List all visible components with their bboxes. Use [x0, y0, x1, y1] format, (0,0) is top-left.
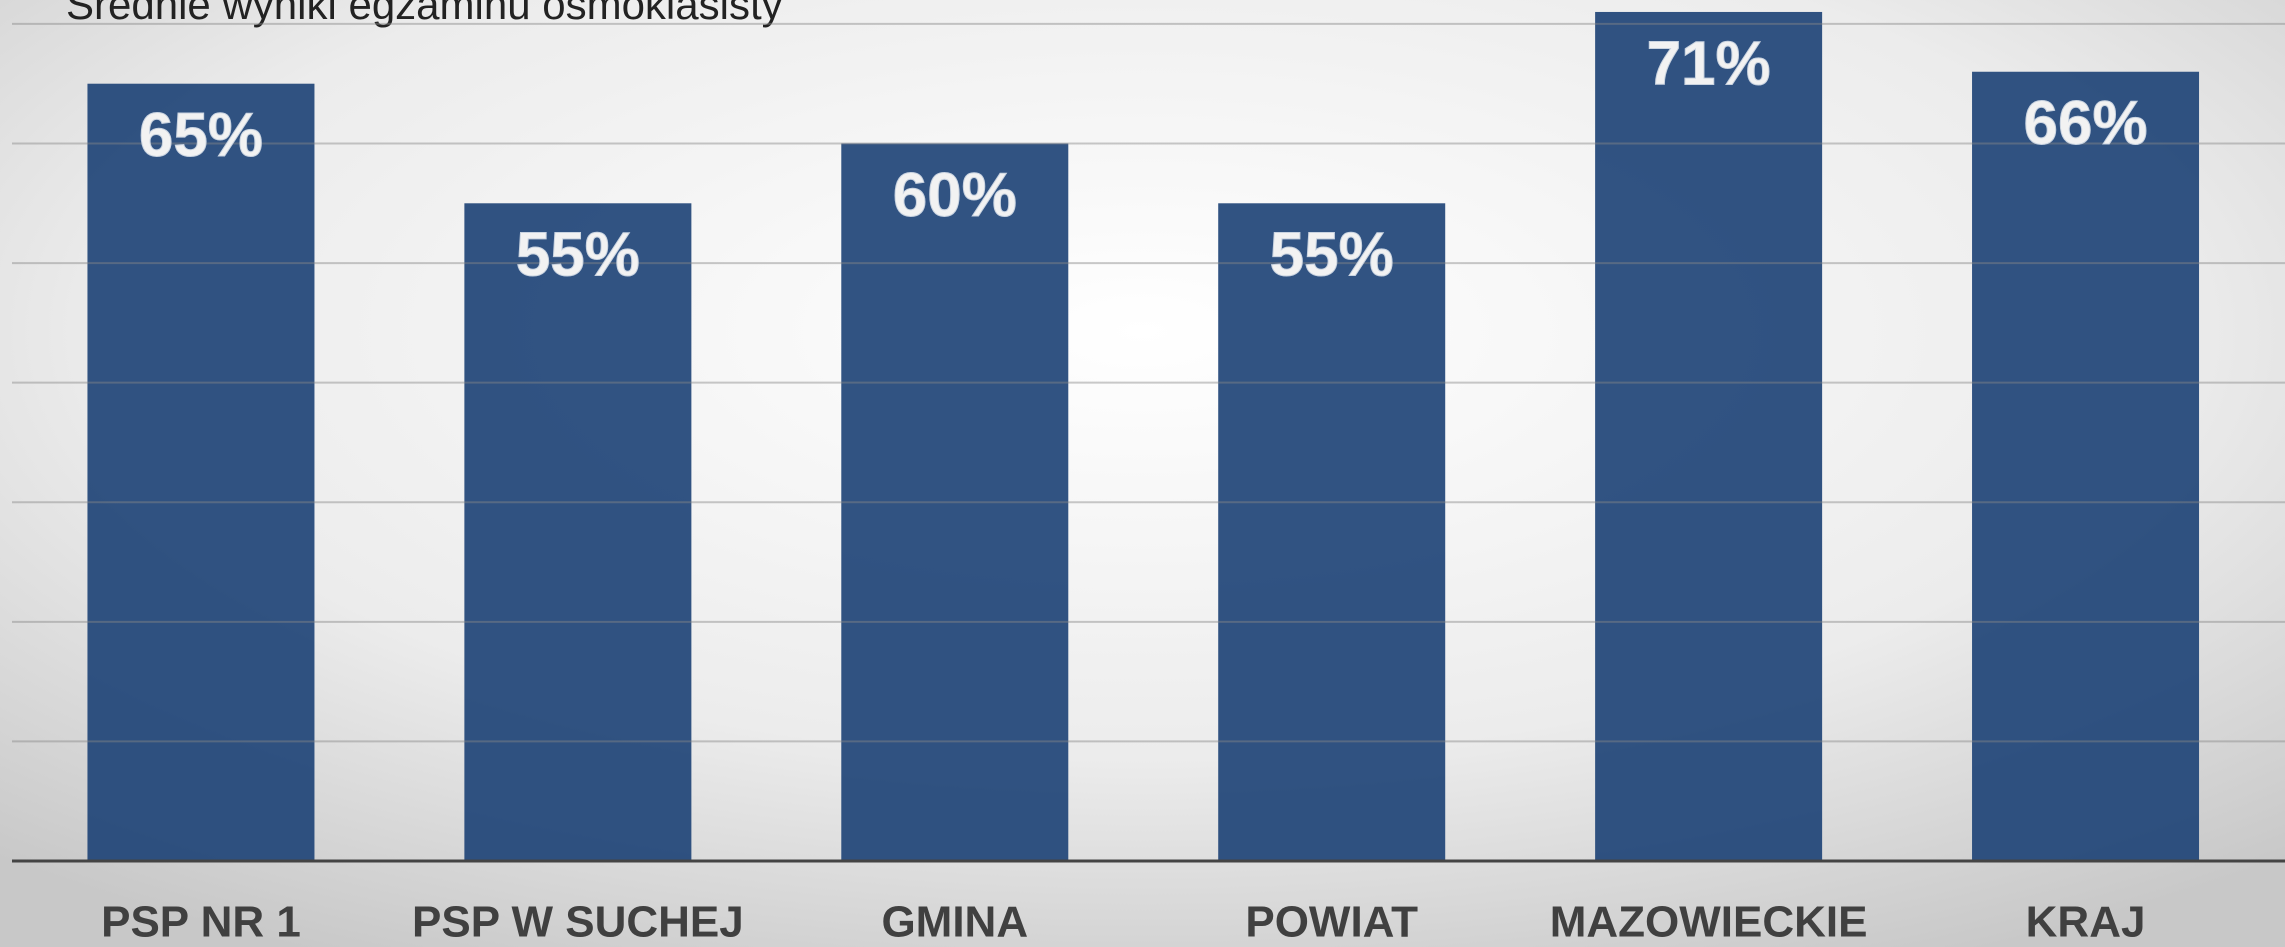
data-label: 55%	[516, 221, 640, 290]
data-label: 65%	[139, 101, 263, 170]
x-tick-label: PSP NR 1	[101, 898, 301, 947]
x-tick-label: POWIAT	[1245, 898, 1418, 947]
bar	[1972, 71, 2200, 861]
bar	[87, 83, 315, 862]
data-label: 66%	[2023, 89, 2147, 158]
bar	[1218, 203, 1446, 861]
data-label: 71%	[1647, 29, 1771, 98]
bar	[1595, 11, 1823, 862]
data-label: 60%	[893, 161, 1017, 230]
bar	[464, 203, 692, 861]
bar	[841, 143, 1069, 861]
chart-title: Średnie wyniki egzaminu ósmoklasisty	[66, 0, 783, 28]
x-tick-label: MAZOWIECKIE	[1550, 898, 1868, 947]
data-label: 55%	[1270, 221, 1394, 290]
x-tick-label: PSP W SUCHEJ	[412, 898, 744, 947]
x-tick-label: KRAJ	[2026, 898, 2146, 947]
x-tick-label: GMINA	[881, 898, 1028, 947]
